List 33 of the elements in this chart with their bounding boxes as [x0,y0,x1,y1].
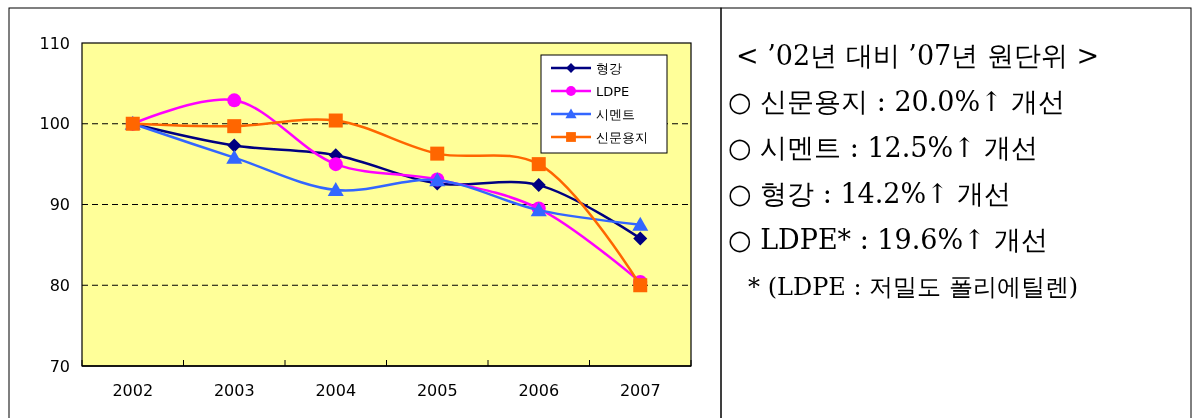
text: < ’02년 대비 ’07년 원단위 > [736,40,1100,71]
point [328,157,343,172]
x-tick-label: 2007 [619,381,661,400]
y-tick-label: 70 [49,356,70,376]
y-tick-label: 90 [49,195,70,215]
point [531,178,546,193]
x-tick-label: 2004 [315,381,357,400]
text: ○ LDPE* : 19.6%↑ 개선 [728,224,1049,255]
point [227,138,242,153]
legend-label: 신문용지 [596,129,648,145]
text: ○ 시멘트 : 12.5%↑ 개선 [728,132,1039,163]
legend-label: 시멘트 [596,106,635,122]
text: ○ 신문용지 : 20.0%↑ 개선 [728,86,1066,117]
x-tick-label: 2003 [213,381,255,400]
point [226,149,243,164]
point [632,216,649,231]
point [633,231,648,246]
legend-label: LDPE [596,83,630,99]
point [430,146,445,161]
x-tick-label: 2005 [416,381,458,400]
y-tick-label: 110 [39,33,70,53]
point [531,157,546,172]
y-tick-label: 100 [39,114,70,134]
x-tick-label: 2006 [518,381,560,400]
x-tick-label: 2002 [112,381,154,400]
text: ○ 형강 : 14.2%↑ 개선 [728,178,1012,209]
text: * (LDPE : 저밀도 폴리에틸렌) [748,273,1079,301]
legend-label: 형강 [596,60,622,76]
point [327,181,344,196]
point [328,113,343,128]
point [227,119,242,134]
y-tick-label: 80 [49,275,70,295]
point [227,93,242,108]
